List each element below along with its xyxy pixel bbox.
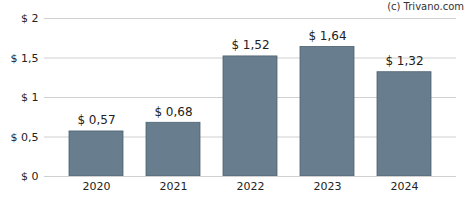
svg-text:$ 0,57: $ 0,57 bbox=[77, 113, 115, 127]
svg-text:2024: 2024 bbox=[391, 180, 419, 193]
svg-text:$ 2: $ 2 bbox=[21, 12, 39, 25]
svg-text:2022: 2022 bbox=[237, 180, 265, 193]
svg-text:2023: 2023 bbox=[314, 180, 342, 193]
svg-text:$ 1,64: $ 1,64 bbox=[308, 29, 346, 43]
svg-text:$ 0,68: $ 0,68 bbox=[154, 105, 192, 119]
svg-text:$ 1,5: $ 1,5 bbox=[11, 52, 39, 65]
svg-text:2021: 2021 bbox=[160, 180, 188, 193]
svg-text:$ 1: $ 1 bbox=[21, 91, 39, 104]
svg-text:$ 1,32: $ 1,32 bbox=[385, 54, 423, 68]
html-text:(c) Trivano.com: (c) Trivano.com bbox=[387, 1, 464, 12]
svg-text:2020: 2020 bbox=[83, 180, 111, 193]
svg-text:$ 0,5: $ 0,5 bbox=[11, 131, 39, 144]
svg-text:$ 0: $ 0 bbox=[21, 170, 39, 183]
svg-text:$ 1,52: $ 1,52 bbox=[231, 38, 269, 52]
